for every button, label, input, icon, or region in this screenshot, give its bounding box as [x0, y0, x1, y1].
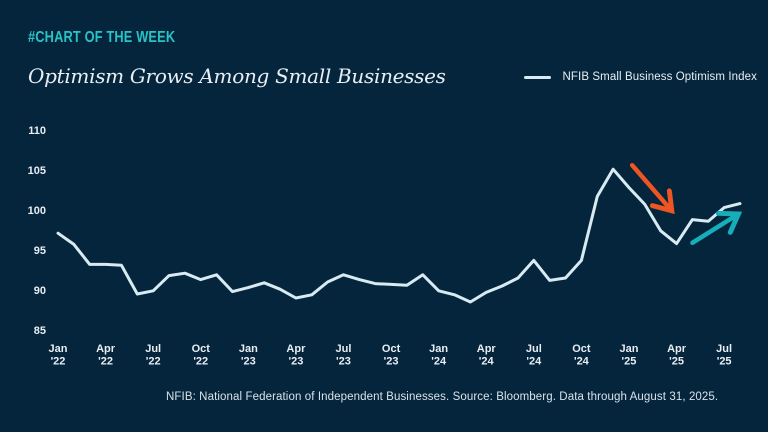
x-axis-tick-year: '25 [717, 356, 732, 368]
x-axis-tick-month: Apr [286, 343, 306, 355]
trend-arrow-down-icon [629, 162, 672, 211]
x-axis-tick-month: Oct [382, 343, 401, 355]
y-axis-tick-label: 85 [34, 325, 46, 337]
x-axis-tick-year: '24 [574, 356, 590, 368]
x-axis-tick-year: '22 [98, 356, 113, 368]
kicker-label: #CHART OF THE WEEK [28, 29, 176, 46]
legend-label: NFIB Small Business Optimism Index [562, 71, 757, 83]
x-axis-tick-year: '24 [479, 356, 495, 368]
x-axis-tick-month: Apr [96, 343, 116, 355]
y-axis-tick-label: 90 [34, 285, 46, 297]
y-axis-tick-label: 105 [28, 165, 46, 177]
x-axis-tick-year: '22 [193, 356, 208, 368]
x-axis-tick-year: '25 [669, 356, 684, 368]
optimism-index-line [56, 167, 742, 304]
x-axis-tick-month: Jul [526, 343, 542, 355]
x-axis-tick-month: Jul [716, 343, 732, 355]
x-axis-tick-month: Jul [336, 343, 352, 355]
x-axis-tick-year: '23 [288, 356, 303, 368]
x-axis-tick-year: '23 [384, 356, 399, 368]
x-axis-tick-year: '23 [241, 356, 256, 368]
legend: NFIB Small Business Optimism Index [523, 71, 757, 83]
x-axis-tick-year: '22 [51, 356, 66, 368]
trend-arrow-up-icon [690, 214, 738, 246]
x-axis-tick-month: Jan [429, 343, 448, 355]
x-axis-tick-month: Jan [239, 343, 258, 355]
x-axis-tick-year: '23 [336, 356, 351, 368]
x-axis-tick-month: Oct [192, 343, 211, 355]
x-axis-tick-year: '24 [526, 356, 542, 368]
x-axis-tick-year: '22 [146, 356, 161, 368]
y-axis-tick-label: 95 [34, 245, 46, 257]
x-axis-tick-year: '24 [431, 356, 447, 368]
chart-title: Optimism Grows Among Small Businesses [28, 64, 446, 88]
x-axis-tick-month: Oct [572, 343, 591, 355]
x-axis-tick-month: Apr [667, 343, 687, 355]
legend-line-swatch-icon [523, 75, 551, 79]
source-note: NFIB: National Federation of Independent… [166, 391, 719, 403]
y-axis-tick-label: 100 [28, 205, 46, 217]
x-axis-tick-month: Apr [477, 343, 497, 355]
x-axis-tick-month: Jul [145, 343, 161, 355]
x-axis-tick-year: '25 [622, 356, 637, 368]
y-axis-tick-label: 110 [28, 125, 46, 137]
x-axis-tick-month: Jan [619, 343, 638, 355]
x-axis-tick-month: Jan [49, 343, 68, 355]
